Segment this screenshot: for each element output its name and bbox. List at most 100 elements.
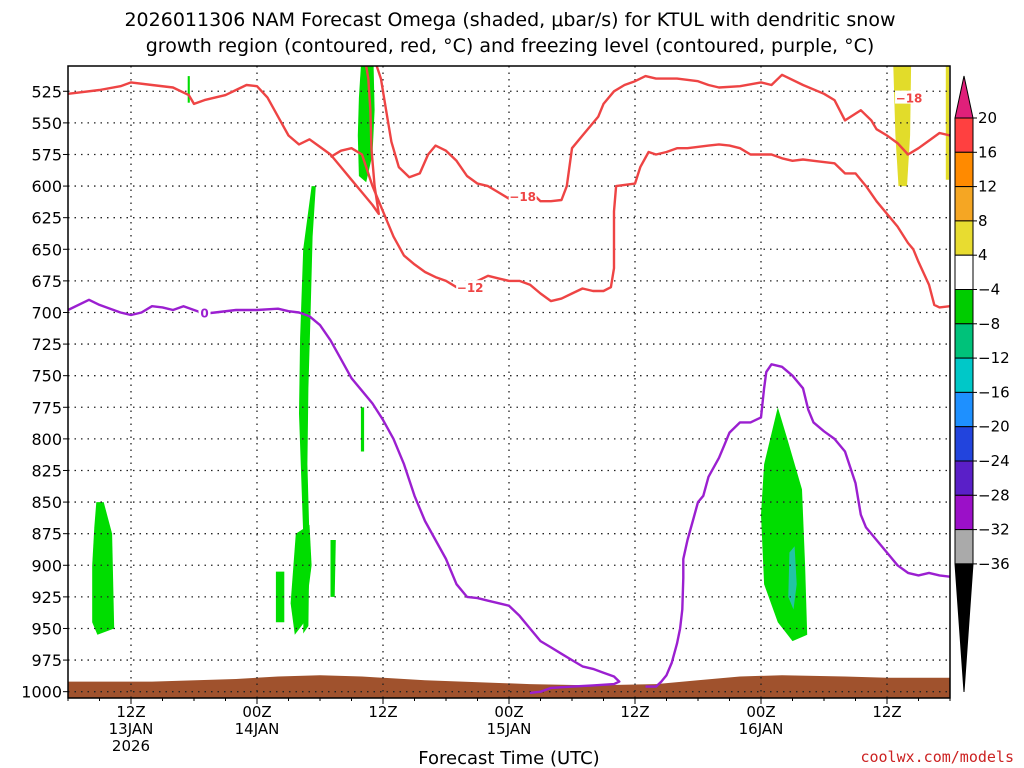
xtick-label-24-1: 14JAN	[235, 720, 280, 738]
xtick-label-84-0: 12Z	[872, 703, 901, 721]
xtick-label-72-0: 00Z	[746, 703, 775, 721]
ytick-label-775: 775	[31, 398, 62, 417]
x-axis-label: Forecast Time (UTC)	[418, 748, 599, 768]
chart-title-line2: growth region (contoured, red, °C) and f…	[146, 35, 875, 57]
omega-region-10	[893, 66, 912, 187]
ytick-label-675: 675	[31, 272, 62, 291]
omega-region-8	[761, 407, 808, 642]
omega-region-9	[788, 546, 797, 610]
ytick-label-1000: 1000	[21, 683, 62, 702]
colorbar-segment-7	[954, 357, 974, 393]
xtick-label-12-2: 2026	[112, 737, 150, 755]
colorbar-bottom-arrow	[954, 563, 974, 693]
contour-line-3	[68, 298, 621, 695]
colorbar-label-9: −20	[978, 418, 1010, 436]
omega-region-11	[945, 66, 949, 180]
ytick-label-975: 975	[31, 651, 62, 670]
colorbar-label-10: −24	[978, 452, 1010, 470]
colorbar-segment-1	[954, 151, 974, 188]
ytick-label-650: 650	[31, 240, 62, 259]
colorbar-label-0: 20	[978, 109, 997, 127]
colorbar-segment-3	[954, 220, 974, 256]
ytick-label-700: 700	[31, 303, 62, 322]
colorbar-segment-0	[954, 117, 974, 153]
colorbar-segment-2	[954, 186, 974, 222]
contour-line-0	[68, 66, 380, 216]
omega-region-3	[290, 524, 312, 635]
ytick-label-800: 800	[31, 430, 62, 449]
ytick-label-525: 525	[31, 82, 62, 101]
contour-label-bg-1	[508, 189, 537, 203]
colorbar-label-6: −8	[978, 315, 1000, 333]
xtick-label-60-0: 12Z	[620, 703, 649, 721]
contour-line-4	[645, 363, 950, 688]
ytick-label-875: 875	[31, 525, 62, 544]
omega-region-2	[299, 186, 316, 634]
contour-label-bg-2	[456, 280, 485, 294]
contour-labels: −18 −18 −12 0	[198, 90, 924, 320]
colorbar-label-7: −12	[978, 349, 1010, 367]
colorbar-segment-11	[954, 494, 974, 531]
omega-region-6	[360, 407, 365, 452]
colorbar-segment-10	[954, 460, 974, 496]
xtick-label-12-1: 13JAN	[109, 720, 154, 738]
colorbar-label-12: −32	[978, 521, 1010, 539]
contour-label-1: −18	[509, 190, 536, 204]
colorbar-label-1: 16	[978, 143, 997, 161]
ytick-label-725: 725	[31, 335, 62, 354]
omega-region-0	[187, 76, 190, 103]
contour-label-3: 0	[200, 306, 208, 320]
omega-shading	[92, 66, 949, 642]
xtick-label-36-0: 12Z	[368, 703, 397, 721]
ytick-label-925: 925	[31, 588, 62, 607]
colorbar-label-13: −36	[978, 555, 1010, 573]
contour-line-2	[329, 143, 950, 309]
omega-region-5	[330, 540, 336, 597]
ytick-label-750: 750	[31, 367, 62, 386]
colorbar-label-5: −4	[978, 281, 1000, 299]
credit-text[interactable]: coolwx.com/models	[860, 748, 1014, 766]
colorbar-label-8: −16	[978, 383, 1010, 401]
xtick-label-72-1: 16JAN	[739, 720, 784, 738]
ground-surface	[68, 675, 950, 698]
ytick-label-900: 900	[31, 556, 62, 575]
contour-label-0: −18	[896, 92, 923, 106]
colorbar-label-4: 4	[978, 246, 988, 264]
omega-region-4	[275, 571, 285, 623]
colorbar-segment-5	[954, 289, 974, 325]
y-axis: 525 550 575 600 625 650 675 700 725 750 775 800 825 8…	[21, 82, 68, 702]
chart-title: 2026011306 NAM Forecast Omega (shaded, μ…	[124, 9, 895, 57]
grid	[68, 66, 950, 698]
ytick-label-825: 825	[31, 461, 62, 480]
colorbar-segment-12	[954, 529, 974, 565]
ytick-label-950: 950	[31, 619, 62, 638]
colorbar-segment-9	[954, 426, 974, 462]
contour-label-2: −12	[457, 281, 484, 295]
colorbar-segment-6	[954, 323, 974, 359]
contour-lines	[68, 66, 950, 695]
ytick-label-575: 575	[31, 145, 62, 164]
colorbar-segment-8	[954, 391, 974, 428]
ytick-label-850: 850	[31, 493, 62, 512]
colorbar-label-11: −28	[978, 486, 1010, 504]
ytick-label-625: 625	[31, 209, 62, 228]
chart-title-line1: 2026011306 NAM Forecast Omega (shaded, μ…	[124, 9, 895, 31]
ground-fill	[68, 675, 950, 698]
colorbar-label-2: 12	[978, 178, 997, 196]
contour-label-bg-0	[895, 90, 924, 104]
xtick-label-12-0: 12Z	[116, 703, 145, 721]
colorbar: 20 16 12 8 4 −4 −8 −12 −16 −20 −24 −28 −32 −36	[954, 75, 1010, 693]
xtick-label-48-1: 15JAN	[487, 720, 532, 738]
colorbar-segment-4	[954, 254, 974, 290]
ytick-label-600: 600	[31, 177, 62, 196]
omega-region-7	[92, 502, 115, 635]
colorbar-top-arrow	[954, 75, 974, 119]
contour-line-1	[375, 66, 950, 203]
xtick-label-48-0: 00Z	[494, 703, 523, 721]
xtick-label-24-0: 00Z	[242, 703, 271, 721]
ytick-label-550: 550	[31, 114, 62, 133]
colorbar-label-3: 8	[978, 212, 988, 230]
contour-label-bg-3	[198, 305, 211, 319]
